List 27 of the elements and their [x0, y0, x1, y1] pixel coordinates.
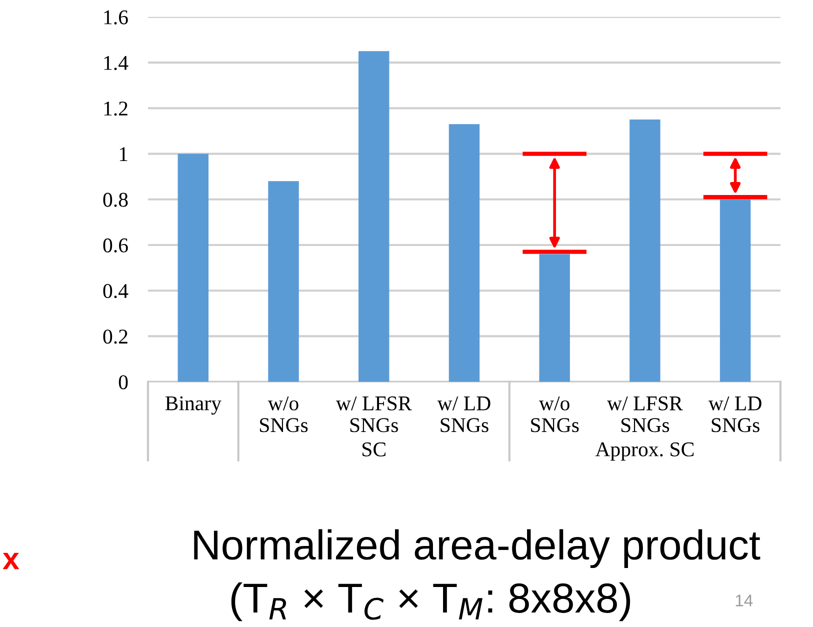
x-tick-label: w/ LD SNGs [708, 396, 762, 432]
y-tick-label: 0.4 [103, 284, 128, 298]
y-tick-label: 1.4 [104, 56, 128, 70]
y-tick-label: 1 [120, 147, 128, 161]
text: Normalized area-delay product [194, 529, 760, 568]
x-tick-label: w/ LFSR SNGs [336, 396, 412, 432]
x-tick-label: w/ LFSR SNGs [607, 396, 683, 432]
text: 14 [736, 594, 753, 606]
x-tick-label: w/ LD SNGs [437, 396, 490, 432]
y-tick-label: 1.6 [104, 10, 128, 24]
bar [268, 181, 299, 382]
text: Approx. SC [595, 442, 694, 461]
y-tick-label: 0.6 [103, 238, 128, 253]
y-tick-label: 0.8 [103, 192, 128, 207]
text: x [2, 552, 20, 570]
x-tick-label: w/o SNGs [260, 396, 308, 432]
text: SC [362, 442, 386, 456]
x-tick-label: w/o SNGs [531, 396, 579, 432]
bar [178, 154, 209, 382]
y-tick-label: 0.2 [103, 330, 128, 344]
y-tick-label: 1.2 [104, 102, 128, 116]
text: (T$_{R}$ × T$_{C}$ × T$_{M}$: 8x8x8) [231, 582, 630, 622]
bar [630, 120, 660, 382]
bar [448, 124, 480, 382]
x-tick-label: Binary [165, 396, 222, 415]
bar [358, 51, 390, 382]
y-tick-label: 0 [118, 375, 128, 390]
